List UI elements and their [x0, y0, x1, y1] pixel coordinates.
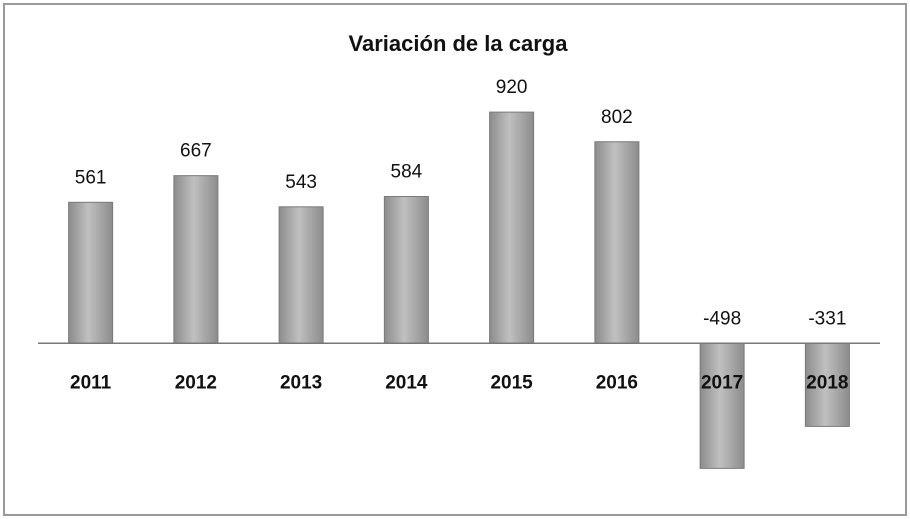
- bar: [383, 196, 429, 344]
- data-label: -498: [703, 308, 741, 329]
- data-label: 543: [285, 172, 317, 193]
- bar: [594, 141, 640, 344]
- data-label: 667: [180, 141, 212, 162]
- x-tick-label: 2017: [701, 372, 743, 393]
- data-label: 584: [391, 162, 423, 183]
- bar: [278, 206, 324, 344]
- x-tick-label: 2018: [806, 372, 848, 393]
- x-tick-label: 2016: [596, 372, 638, 393]
- bar: [804, 342, 850, 427]
- data-label: 920: [496, 77, 528, 98]
- data-label: -331: [808, 308, 846, 329]
- bar: [173, 175, 219, 344]
- x-tick-label: 2011: [70, 372, 112, 393]
- data-label: 561: [75, 167, 107, 188]
- x-tick-label: 2014: [385, 372, 428, 393]
- chart-frame: [3, 3, 907, 516]
- x-tick-label: 2013: [280, 372, 322, 393]
- x-tick-label: 2015: [490, 372, 533, 393]
- bar: [699, 342, 745, 469]
- bar: [489, 111, 535, 344]
- bar: [68, 201, 114, 344]
- x-tick-label: 2012: [175, 372, 217, 393]
- data-label: 802: [601, 107, 633, 128]
- chart-title: Variación de la carga: [349, 31, 569, 56]
